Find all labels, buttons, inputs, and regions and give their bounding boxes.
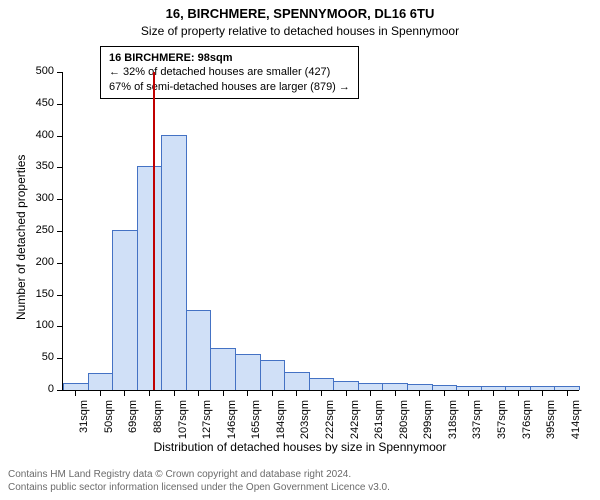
y-tick [57,136,63,137]
histogram-bar [210,348,236,390]
y-tick [57,167,63,168]
y-tick [57,390,63,391]
x-tick [346,390,347,396]
x-tick [124,390,125,396]
histogram-bar [161,135,187,390]
x-tick [518,390,519,396]
histogram-bar [235,354,261,390]
histogram-bar [63,383,89,390]
x-tick [223,390,224,396]
x-tick-label: 395sqm [545,400,557,442]
x-tick-label: 376sqm [521,400,533,442]
annotation-line1: 16 BIRCHMERE: 98sqm [109,51,350,65]
x-tick [296,390,297,396]
histogram-bar [358,383,384,390]
x-tick [321,390,322,396]
histogram-bar [186,310,212,391]
y-tick [57,231,63,232]
histogram-bar [382,383,408,390]
x-tick [100,390,101,396]
y-tick [57,72,63,73]
histogram-bar [309,378,335,390]
x-tick [174,390,175,396]
footer-line2: Contains public sector information licen… [8,482,390,495]
y-tick [57,326,63,327]
x-tick [567,390,568,396]
x-tick [444,390,445,396]
y-tick-label: 200 [22,256,54,268]
x-tick-label: 242sqm [349,400,361,442]
x-tick-label: 50sqm [103,400,115,442]
y-tick [57,199,63,200]
y-tick [57,263,63,264]
x-tick-label: 31sqm [78,400,90,442]
x-tick-label: 203sqm [299,400,311,442]
x-tick-label: 222sqm [324,400,336,442]
y-tick-label: 0 [22,383,54,395]
x-tick-label: 127sqm [201,400,213,442]
x-tick [247,390,248,396]
x-tick-label: 88sqm [152,400,164,442]
attribution-footer: Contains HM Land Registry data © Crown c… [8,469,390,494]
y-tick-label: 300 [22,192,54,204]
y-tick-label: 350 [22,160,54,172]
x-tick [468,390,469,396]
x-tick-label: 107sqm [177,400,189,442]
x-tick-label: 414sqm [570,400,582,442]
x-tick [542,390,543,396]
x-tick [149,390,150,396]
histogram-bar [112,230,138,390]
x-tick-label: 337sqm [471,400,483,442]
y-tick-label: 400 [22,129,54,141]
footer-line1: Contains HM Land Registry data © Crown c… [8,469,390,482]
y-tick-label: 100 [22,319,54,331]
histogram-bar [284,372,310,390]
x-tick [419,390,420,396]
x-tick [272,390,273,396]
y-tick-label: 150 [22,288,54,300]
y-tick [57,358,63,359]
chart-title-line1: 16, BIRCHMERE, SPENNYMOOR, DL16 6TU [0,6,600,21]
x-tick-label: 165sqm [250,400,262,442]
histogram-plot [62,72,579,391]
x-tick-label: 318sqm [447,400,459,442]
x-tick-label: 146sqm [226,400,238,442]
x-tick-label: 261sqm [373,400,385,442]
x-tick [75,390,76,396]
x-axis-label: Distribution of detached houses by size … [0,440,600,454]
x-tick-label: 280sqm [398,400,410,442]
chart-title-line2: Size of property relative to detached ho… [0,24,600,38]
y-tick-label: 450 [22,97,54,109]
histogram-bar [88,373,114,390]
x-tick-label: 184sqm [275,400,287,442]
x-tick-label: 357sqm [496,400,508,442]
x-tick [395,390,396,396]
y-tick-label: 500 [22,65,54,77]
y-tick-label: 250 [22,224,54,236]
x-tick-label: 299sqm [422,400,434,442]
histogram-bar [260,360,286,390]
x-tick [493,390,494,396]
property-marker-line [153,72,155,390]
y-tick [57,104,63,105]
x-tick [198,390,199,396]
histogram-bar [333,381,359,390]
x-tick-label: 69sqm [127,400,139,442]
y-tick [57,295,63,296]
x-tick [370,390,371,396]
y-tick-label: 50 [22,351,54,363]
histogram-bar [137,166,163,390]
